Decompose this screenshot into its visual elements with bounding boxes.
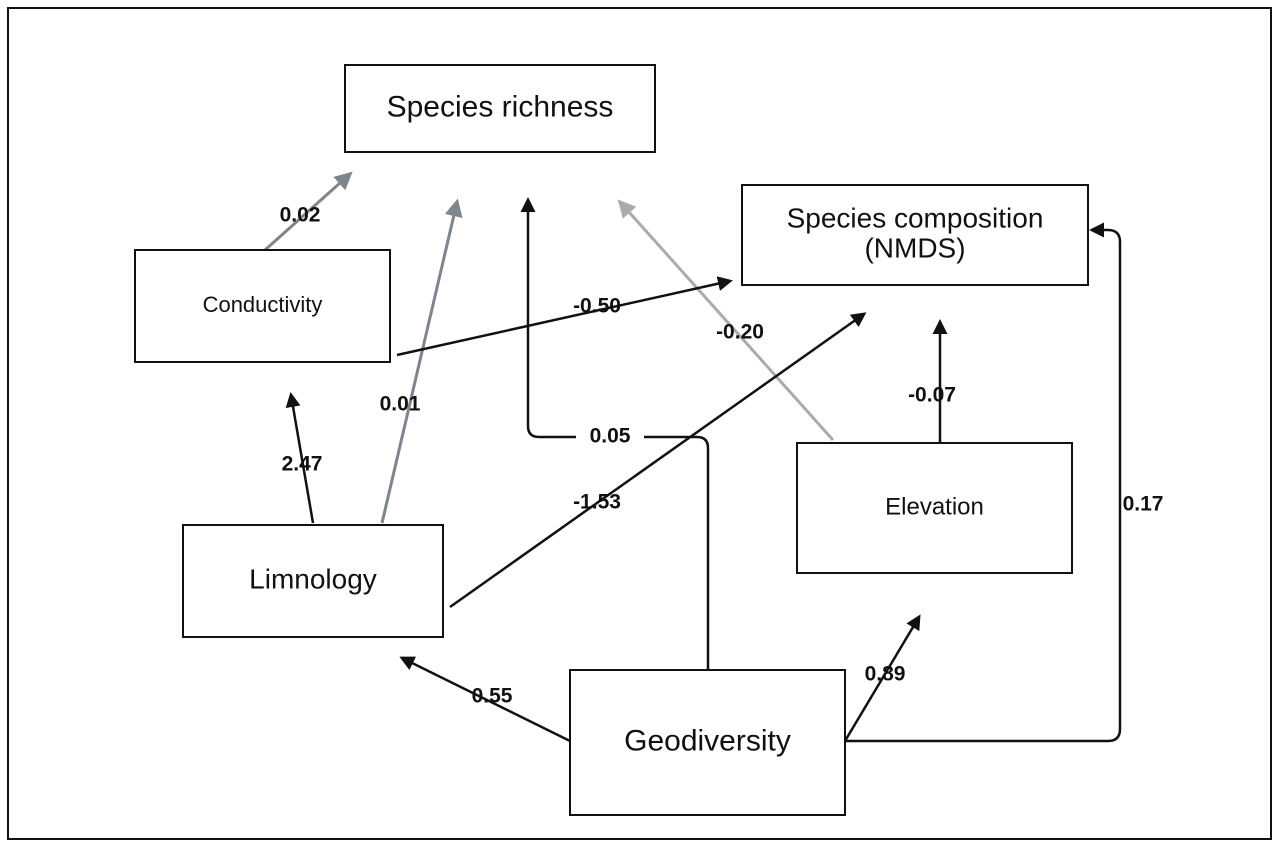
node-label: Limnology: [249, 563, 377, 594]
edge: [264, 171, 353, 252]
edge: [396, 276, 733, 357]
edge-label: -0.50: [573, 295, 621, 318]
node: Species composition(NMDS): [741, 184, 1089, 286]
node-label: Conductivity: [203, 292, 323, 317]
edge: [845, 222, 1122, 743]
edge-label: -0.20: [716, 321, 764, 344]
edge: [449, 312, 867, 609]
node-box: [182, 524, 444, 638]
node: Elevation: [796, 442, 1073, 574]
node-label: Geodiversity: [624, 724, 791, 757]
node-box: [344, 64, 656, 153]
node-label: (NMDS): [864, 232, 965, 263]
edge: [843, 614, 921, 742]
edge: [380, 198, 463, 524]
edge-label: 0.02: [280, 204, 321, 227]
edge-label: 2.47: [282, 453, 323, 476]
node: Limnology: [182, 524, 444, 638]
edge-label: 0.55: [472, 685, 513, 708]
edge-label: -1.53: [573, 491, 621, 514]
edge-label: 0.89: [865, 663, 906, 686]
node-label: Species composition: [787, 202, 1044, 233]
frame: [7, 7, 1272, 840]
node: Species richness: [344, 64, 656, 153]
edge-label: 0.05: [590, 425, 631, 448]
edge-label: 0.01: [380, 393, 421, 416]
edge-labels: 0.02 0.01 0.05 -0.20 -0.50 -1.53 -0.07 0.17 2.47…: [280, 204, 1164, 708]
edge-label: 0.17: [1123, 493, 1164, 516]
node: Geodiversity: [569, 669, 846, 816]
node-label: Species richness: [387, 90, 614, 123]
node-box: [134, 249, 391, 363]
node-box: [796, 442, 1073, 574]
nodes: Species richness Species composition(NMDS…: [134, 64, 1089, 816]
node: Conductivity: [134, 249, 391, 363]
edge: [285, 392, 315, 524]
node-box: [741, 184, 1089, 286]
edge-label: -0.07: [908, 384, 956, 407]
node-box: [569, 669, 846, 816]
edges: [264, 171, 1122, 743]
edge: [399, 656, 571, 743]
edge: [617, 199, 835, 442]
node-label: Elevation: [885, 493, 984, 520]
edge-label-bg: [576, 424, 644, 450]
